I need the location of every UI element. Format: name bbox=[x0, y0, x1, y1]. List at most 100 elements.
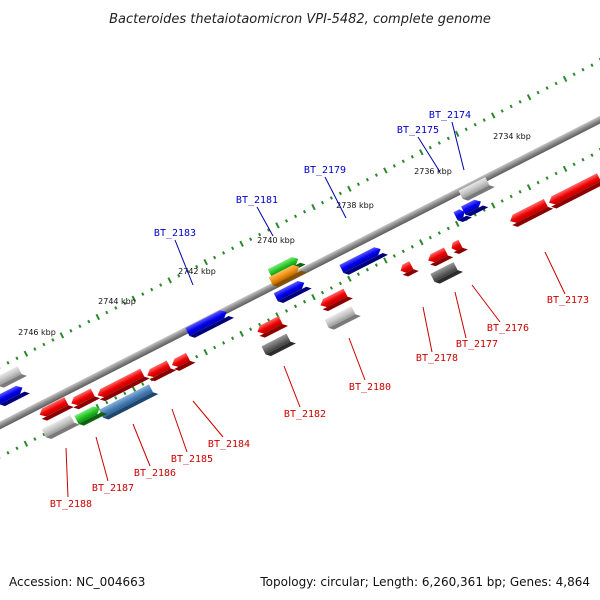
accession-label: Accession: NC_004663 bbox=[9, 575, 145, 589]
gene-bt2180-b[interactable] bbox=[324, 304, 361, 331]
gene-label[interactable]: BT_2180 bbox=[349, 382, 391, 393]
minor-tick bbox=[500, 199, 504, 203]
gene-label[interactable]: BT_2176 bbox=[487, 323, 529, 334]
gene-label[interactable]: BT_2185 bbox=[171, 454, 213, 465]
gene-bt2188-a[interactable] bbox=[38, 395, 74, 422]
gene-body bbox=[41, 414, 75, 438]
gene-shadow bbox=[259, 324, 289, 338]
gene-bt2184[interactable] bbox=[170, 351, 196, 373]
gene-bt2180-a[interactable] bbox=[318, 287, 353, 313]
gene-label[interactable]: BT_2173 bbox=[547, 295, 589, 306]
gene-bt2177-a[interactable] bbox=[426, 246, 454, 268]
major-tick bbox=[95, 313, 101, 321]
minor-tick bbox=[392, 164, 396, 168]
major-tick bbox=[23, 440, 29, 447]
minor-tick bbox=[590, 153, 594, 157]
gene-label[interactable]: BT_2181 bbox=[236, 195, 278, 206]
gene-bt2183[interactable] bbox=[185, 306, 235, 339]
gene-bt2175[interactable] bbox=[453, 206, 472, 224]
minor-tick bbox=[105, 400, 109, 405]
gene-bt2186-a[interactable] bbox=[96, 367, 150, 403]
gene-label[interactable]: BT_2174 bbox=[429, 110, 471, 121]
major-tick bbox=[454, 220, 460, 228]
gene-bt2178[interactable] bbox=[399, 259, 419, 278]
major-tick bbox=[562, 165, 568, 173]
major-tick bbox=[59, 332, 65, 339]
gene-shadow bbox=[457, 215, 472, 223]
gene-label[interactable]: BT_2186 bbox=[134, 468, 176, 479]
gene-bt2188-b[interactable] bbox=[41, 413, 80, 441]
minor-tick bbox=[267, 228, 271, 232]
gene-shadow bbox=[343, 253, 389, 275]
minor-tick bbox=[123, 391, 127, 396]
major-tick bbox=[383, 167, 388, 174]
gene-label[interactable]: BT_2177 bbox=[456, 339, 498, 350]
gene-body bbox=[97, 368, 145, 398]
gene-bt2174[interactable] bbox=[461, 196, 489, 218]
gene-bt2173-b[interactable] bbox=[508, 197, 554, 229]
minor-tick bbox=[437, 141, 441, 145]
gene-label[interactable]: BT_2183 bbox=[154, 228, 196, 239]
position-label: 2736 kbp bbox=[414, 167, 452, 176]
gene-bt2176[interactable] bbox=[450, 238, 468, 256]
gene-shadow bbox=[402, 269, 419, 277]
minor-tick bbox=[338, 281, 342, 286]
gene-shadow bbox=[189, 316, 235, 338]
gene-shadow bbox=[78, 412, 108, 426]
gene-shadow bbox=[0, 391, 30, 407]
major-tick bbox=[490, 202, 496, 209]
gene-body bbox=[451, 239, 463, 251]
gene-bt2179[interactable] bbox=[339, 243, 389, 276]
gene-body bbox=[74, 406, 100, 424]
minor-tick bbox=[500, 109, 504, 113]
minor-tick bbox=[231, 246, 235, 251]
genes bbox=[0, 171, 600, 441]
gene-shadow bbox=[277, 286, 312, 304]
major-tick bbox=[526, 94, 532, 101]
minor-tick bbox=[464, 127, 468, 132]
connector-line bbox=[471, 284, 501, 323]
gene-bt2181-b[interactable] bbox=[268, 261, 307, 289]
gene-bt2181-c[interactable] bbox=[273, 277, 312, 305]
gene-bt2182-a[interactable] bbox=[255, 314, 289, 339]
gene-shadow bbox=[174, 360, 196, 371]
connector-line bbox=[454, 291, 467, 339]
minor-tick bbox=[141, 292, 145, 296]
gene-body bbox=[39, 397, 69, 417]
minor-tick bbox=[401, 159, 405, 164]
major-tick bbox=[311, 203, 316, 211]
gene-label[interactable]: BT_2182 bbox=[284, 409, 326, 420]
gene-bt2187-a[interactable] bbox=[69, 387, 101, 411]
position-label: 2738 kbp bbox=[336, 201, 374, 210]
major-tick bbox=[239, 330, 244, 337]
minor-tick bbox=[114, 396, 118, 400]
gene-edge-a[interactable] bbox=[0, 364, 28, 389]
gene-label[interactable]: BT_2187 bbox=[92, 483, 134, 494]
gene-edge-b[interactable] bbox=[0, 382, 30, 408]
gene-label[interactable]: BT_2178 bbox=[416, 353, 458, 364]
gene-bt2173-a[interactable] bbox=[547, 171, 600, 210]
minor-tick bbox=[177, 274, 181, 278]
gene-bt2182-b[interactable] bbox=[261, 332, 296, 358]
gene-label[interactable]: BT_2175 bbox=[397, 125, 439, 136]
minor-tick bbox=[293, 214, 298, 219]
gene-label[interactable]: BT_2188 bbox=[50, 499, 92, 510]
minor-tick bbox=[374, 173, 378, 177]
gene-label[interactable]: BT_2179 bbox=[304, 165, 346, 176]
minor-tick bbox=[536, 180, 540, 185]
gene-bt2186-b[interactable] bbox=[99, 382, 159, 421]
gene-unlabeled-fwd[interactable] bbox=[458, 175, 495, 202]
position-label: 2734 kbp bbox=[493, 132, 531, 141]
connector-line bbox=[324, 176, 347, 219]
gene-body bbox=[320, 288, 348, 308]
gene-bt2185[interactable] bbox=[145, 359, 177, 383]
major-tick bbox=[23, 350, 29, 357]
gene-body bbox=[400, 261, 414, 273]
minor-tick bbox=[284, 309, 289, 313]
gene-label[interactable]: BT_2184 bbox=[208, 439, 250, 450]
gene-shadow bbox=[149, 368, 177, 382]
gene-bt2177-b[interactable] bbox=[430, 260, 464, 285]
connector-line bbox=[171, 408, 188, 453]
gene-bt2187-b[interactable] bbox=[74, 402, 108, 427]
